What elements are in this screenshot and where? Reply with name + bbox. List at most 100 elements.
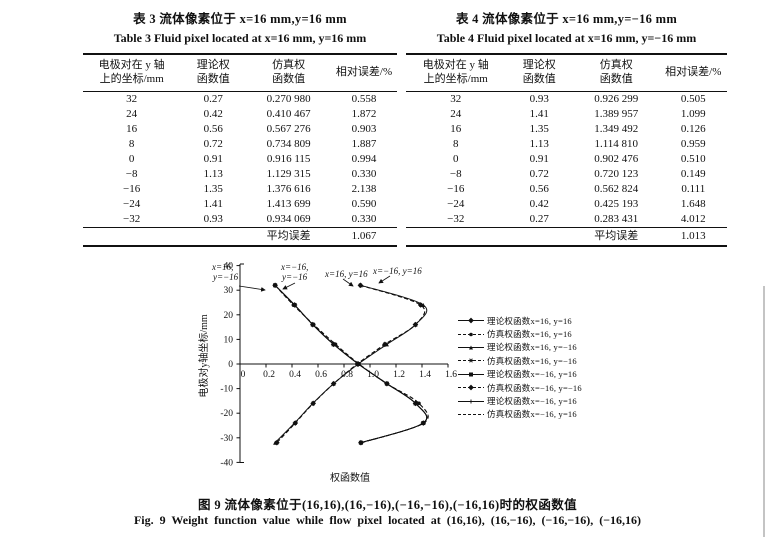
table-cell: 0.27 [203,92,223,105]
table-cell: 0.916 115 [266,152,311,165]
table-header-row: 电极对在 y 轴上的坐标/mm 理论权 函数值 仿真权 函数值 相对误差/% [406,54,727,92]
svg-text:-30: -30 [220,434,233,444]
table-cell: 32 [126,92,138,105]
legend-entry: 仿真权函数x=−16, y=−16 [458,381,582,394]
legend-line-icon [458,413,484,415]
table4-block: 表 4 流体像素位于 x=16 mm,y=−16 mm Table 4 Flui… [406,8,727,247]
table-cell: 0.283 431 [594,212,639,225]
table-row: 24 1.41 1.389 957 1.099 [406,107,727,122]
chart-axes: 40 30 20 10 0 -10 -20 -30 -40 0 0.2 0.4 0.6 0.8 1.0 1.2… [197,262,457,484]
legend-line-icon [458,358,484,363]
table-cell: 0.56 [203,122,223,135]
table-row: 32 0.93 0.926 299 0.505 [406,91,727,107]
column-header: 相对误差/% [659,54,727,92]
table-cell: 1.389 957 [594,107,639,120]
table3-title-en: Table 3 Fluid pixel located at x=16 mm, … [113,31,367,45]
table-cell: 0.934 069 [266,212,311,225]
table-cell: −8 [125,167,138,180]
table4: 电极对在 y 轴上的坐标/mm 理论权 函数值 仿真权 函数值 相对误差/% 32 0.93… [406,53,727,247]
table-cell: 0.902 476 [594,152,639,165]
column-header: 理论权 函数值 [505,54,573,92]
table-cell: 0.91 [203,152,223,165]
column-header: 仿真权 函数值 [246,54,332,92]
column-header: 仿真权 函数值 [572,54,660,92]
table-cell: 1.13 [203,167,223,180]
table-cell: 1.887 [351,137,377,150]
table-row: 0 0.91 0.916 115 0.994 [83,152,397,167]
column-header: 电极对在 y 轴上的坐标/mm [83,54,181,92]
table-cell: 0.111 [681,182,706,195]
annotation-arrow [238,285,266,292]
table-cell: 0.562 824 [594,182,639,195]
svg-text:-10: -10 [220,385,233,395]
svg-text:0.2: 0.2 [263,370,275,380]
table-cell: 0.91 [529,152,549,165]
table-cell: 1.349 492 [594,122,639,135]
table-row: −24 0.42 0.425 193 1.648 [406,197,727,212]
mean-error-value: 1.067 [331,226,397,246]
column-header: 理论权 函数值 [180,54,247,92]
table-cell: −16 [447,182,465,195]
legend-label: 理论权函数x=−16, y=16 [487,396,577,407]
table-row: −16 0.56 0.562 824 0.111 [406,182,727,197]
chart-curves [272,282,429,446]
legend-entry: 仿真权函数x=16, y=−16 [458,354,582,367]
pixel-position-annotation: x=16, [211,262,233,272]
table4-title-zh: 表 4 流体像素位于 x=16 mm,y=−16 mm [455,12,678,26]
table-row: −8 0.72 0.720 123 0.149 [406,167,727,182]
svg-text:30: 30 [224,286,234,296]
table-cell: 0.590 [351,197,377,210]
table-cell: 1.413 699 [266,197,311,210]
legend-entry: 仿真权函数x=16, y=16 [458,327,582,340]
legend-entry: 理论权函数x=16, y=16 [458,314,582,327]
legend-line-icon [458,317,484,324]
table-cell: 1.35 [529,122,549,135]
legend-entry: 仿真权函数x=−16, y=16 [458,408,582,421]
svg-text:20: 20 [224,311,234,321]
legend-label: 仿真权函数x=16, y=−16 [487,355,577,366]
table3: 电极对在 y 轴上的坐标/mm 理论权 函数值 仿真权 函数值 相对误差/% 32 0.27… [83,53,397,247]
legend-entry: 理论权函数x=−16, y=16 [458,368,582,381]
table-row: −16 1.35 1.376 616 2.138 [83,182,397,197]
table-cell: 0.558 [351,92,377,105]
table-cell: 0.126 [680,122,706,135]
table-cell: 0.72 [203,137,223,150]
table-cell: −24 [123,197,141,210]
table-row: 0 0.91 0.902 476 0.510 [406,152,727,167]
chart-annotations: x=16,y=−16x=−16,y=−16 x=16, y=16 x=−16, y=… [211,262,422,292]
svg-text:40: 40 [224,262,234,272]
table-cell: 0.720 123 [594,167,639,180]
legend-label: 理论权函数x=−16, y=16 [487,369,577,380]
table-cell: 8 [128,137,135,150]
legend-line-icon [458,345,484,350]
table-cell: 16 [450,122,462,135]
table4-title-en: Table 4 Fluid pixel located at x=16 mm, … [436,31,697,45]
series-line [274,284,429,444]
table-cell: 0.42 [529,197,549,210]
svg-text:1.2: 1.2 [393,370,405,380]
legend-label: 仿真权函数x=16, y=16 [487,329,572,340]
table-row: −32 0.93 0.934 069 0.330 [83,212,397,228]
table-cell: 1.13 [529,137,549,150]
table-cell: 1.41 [529,107,549,120]
table-cell: 0.734 809 [266,137,311,150]
table-cell: 1.114 810 [594,137,639,150]
table-cell: 0.994 [351,152,377,165]
table-cell: 0.270 980 [266,92,311,105]
figure-caption-en: Fig. 9 Weight function value while flow … [133,513,642,527]
table-row: 24 0.42 0.410 467 1.872 [83,107,397,122]
svg-text:0.4: 0.4 [289,370,301,380]
table-cell: 32 [450,92,462,105]
table-cell: 0.149 [680,167,706,180]
pixel-position-annotation: y=−16 [281,272,308,282]
legend-label: 仿真权函数x=−16, y=−16 [487,382,582,393]
table-cell: 0.330 [351,212,377,225]
table-cell: 8 [453,137,459,150]
table-cell: 1.35 [203,182,223,195]
table-cell: −24 [447,197,465,210]
table-cell: 0 [128,152,135,165]
table-cell: 4.012 [680,212,706,225]
column-header: 相对误差/% [331,54,397,92]
legend-line-icon [458,332,484,336]
